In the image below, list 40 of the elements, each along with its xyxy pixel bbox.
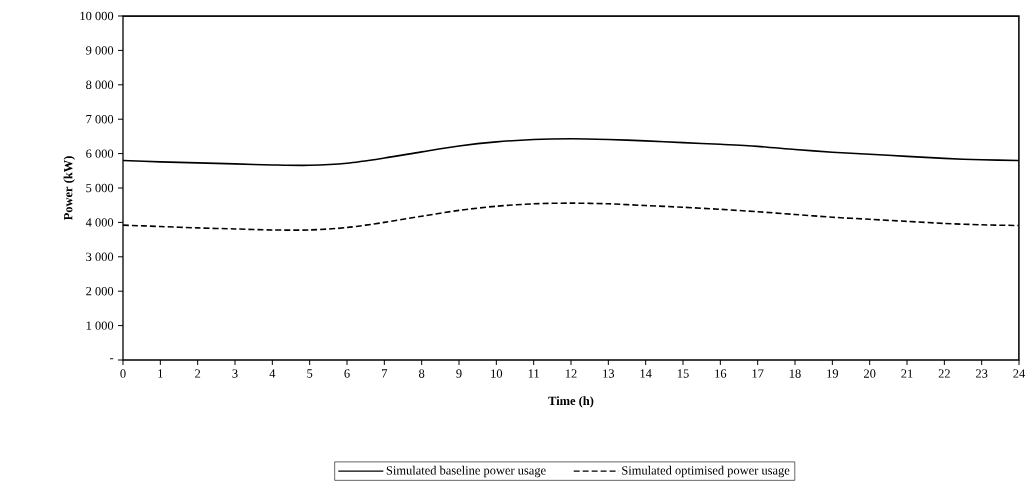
x-tick-label: 10 [491, 369, 503, 378]
x-tick-label: 11 [528, 369, 539, 378]
x-tick-label: 16 [715, 369, 727, 378]
y-tick-label: 1 000 [86, 321, 114, 330]
y-tick-label: 9 000 [86, 46, 114, 55]
x-tick-label: 20 [864, 369, 876, 378]
y-tick-label: 6 000 [86, 149, 114, 158]
x-tick-label: 6 [344, 369, 350, 378]
y-tick-label: 7 000 [86, 115, 114, 124]
x-tick-label: 15 [677, 369, 689, 378]
x-tick-label: 21 [901, 369, 913, 378]
x-tick-label: 24 [1013, 369, 1026, 378]
x-tick-label: 23 [976, 369, 988, 378]
y-tick-label: 5 000 [86, 183, 114, 193]
x-tick-label: 3 [232, 369, 238, 378]
x-tick-label: 22 [938, 369, 950, 378]
y-tick-label: 8 000 [86, 80, 114, 89]
y-tick-label: 2 000 [86, 287, 114, 296]
y-tick-label: 10 000 [80, 11, 114, 21]
legend-label: Simulated optimised power usage [622, 465, 790, 478]
x-tick-label: 14 [640, 369, 652, 378]
y-axis-title: Power (kW) [63, 156, 75, 221]
x-tick-label: 12 [565, 369, 577, 378]
y-tick-label: 4 000 [85, 218, 114, 227]
x-tick-label: 1 [158, 369, 163, 378]
x-tick-label: 9 [456, 369, 462, 378]
x-tick-label: 0 [120, 369, 126, 378]
x-tick-label: 17 [752, 369, 764, 378]
y-tick-label: - [109, 358, 114, 360]
x-tick-label: 7 [382, 369, 388, 378]
x-tick-label: 19 [827, 369, 839, 378]
x-tick-label: 13 [603, 369, 615, 378]
x-tick-label: 5 [307, 369, 313, 378]
x-tick-label: 8 [419, 369, 425, 378]
x-axis-title: Time (h) [548, 396, 594, 408]
x-tick-label: 18 [789, 369, 801, 378]
x-tick-label: 2 [195, 369, 201, 378]
y-tick-label: 3 000 [86, 252, 114, 261]
x-tick-label: 4 [269, 369, 276, 378]
legend-label: Simulated baseline power usage [386, 465, 546, 478]
